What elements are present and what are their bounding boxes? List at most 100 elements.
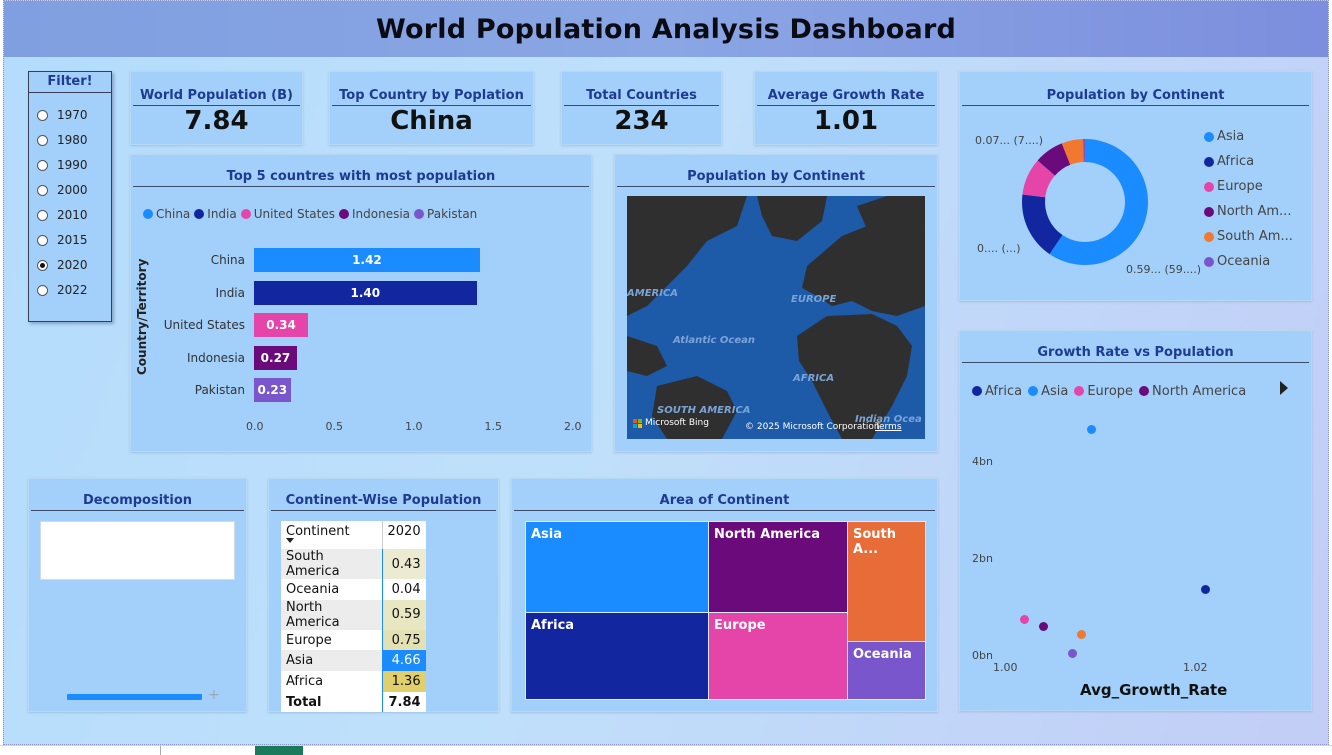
filter-option-2015[interactable]: 2015 — [37, 233, 88, 247]
donut-chart-card[interactable]: Population by Continent 0.07... (7....) … — [959, 71, 1312, 301]
donut-callout-bottom: 0.59... (59....) — [1126, 263, 1202, 276]
scatter-point-europe[interactable] — [1020, 614, 1029, 624]
radio-button[interactable] — [37, 184, 48, 196]
filter-option-2022[interactable]: 2022 — [37, 283, 88, 297]
legend-item[interactable]: Indonesia — [339, 207, 410, 221]
filter-option-1970[interactable]: 1970 — [37, 108, 88, 122]
bar[interactable]: 0.27 — [254, 345, 297, 370]
top5-bar-chart-card[interactable]: Top 5 countres with most population Chin… — [130, 154, 592, 452]
legend-item[interactable]: Oceania — [1204, 254, 1293, 269]
horizontal-scrollbar[interactable] — [67, 694, 202, 700]
table-row[interactable]: Africa 1.36 — [281, 671, 426, 692]
treemap-cell-north-america[interactable]: North America — [708, 521, 848, 613]
legend-item[interactable]: South Am... — [1204, 229, 1293, 244]
radio-button[interactable] — [37, 259, 48, 271]
table-row[interactable]: South America 0.43 — [281, 549, 426, 579]
legend-item[interactable]: Africa — [1204, 154, 1293, 169]
treemap-cell-asia[interactable]: Asia — [525, 521, 709, 613]
treemap-cell-europe[interactable]: Europe — [708, 612, 848, 700]
legend-label: South Am... — [1217, 229, 1293, 244]
legend-item[interactable]: India — [194, 207, 237, 221]
map-terms-link[interactable]: Terms — [875, 422, 902, 432]
legend-next-arrow-icon[interactable] — [1280, 381, 1288, 395]
table-row[interactable]: Oceania 0.04 — [281, 579, 426, 600]
kpi-value: 234 — [614, 106, 669, 136]
map-attribution: © 2025 Microsoft Corporation — [745, 422, 880, 432]
donut-slice-oceania[interactable] — [1082, 139, 1085, 163]
radio-button[interactable] — [37, 234, 48, 246]
donut-slice-asia[interactable] — [1049, 139, 1148, 265]
legend-item[interactable]: North America — [1139, 384, 1246, 399]
column-header-continent[interactable]: Continent — [281, 521, 383, 549]
legend-item[interactable]: Europe — [1204, 179, 1293, 194]
scatter-point-asia[interactable] — [1086, 424, 1096, 434]
scatter-chart-card[interactable]: Growth Rate vs Population Africa Asia Euro… — [959, 330, 1312, 711]
legend-label: North America — [1152, 383, 1247, 399]
filter-option-1980[interactable]: 1980 — [37, 133, 88, 147]
table-row[interactable]: Europe 0.75 — [281, 629, 426, 651]
filter-option-2010[interactable]: 2010 — [37, 208, 88, 222]
world-map[interactable]: AMERICA EUROPE Atlantic Ocean AFRICA SOU… — [627, 196, 925, 439]
filter-option-2020[interactable]: 2020 — [37, 258, 88, 272]
donut-slice-south-america[interactable] — [1061, 139, 1084, 165]
kpi-card-top-country[interactable]: Top Country by Poplation China — [329, 71, 534, 145]
bar[interactable]: 1.40 — [254, 280, 477, 305]
report-canvas: World Population Analysis Dashboard Filt… — [3, 0, 1329, 745]
radio-button[interactable] — [37, 109, 48, 121]
table-row[interactable]: Asia 4.66 — [281, 650, 426, 672]
value-cell: 0.59 — [382, 599, 426, 630]
legend-item[interactable]: Asia — [1204, 129, 1293, 144]
legend-dot-icon — [414, 209, 425, 219]
total-row: Total 7.84 — [281, 691, 426, 713]
scatter-point-south-america[interactable] — [1077, 630, 1086, 640]
legend-item[interactable]: Europe — [1074, 384, 1133, 399]
kpi-card-average-growth-rate[interactable]: Average Growth Rate 1.01 — [754, 71, 938, 145]
column-header-year[interactable]: 2020 — [387, 524, 421, 539]
kpi-card-total-countries[interactable]: Total Countries 234 — [561, 71, 722, 145]
radio-button[interactable] — [37, 159, 48, 171]
continent-cell: North America — [281, 599, 383, 630]
legend-item[interactable]: Pakistan — [414, 207, 477, 221]
scatter-point-north-america[interactable] — [1039, 622, 1048, 632]
decomposition-canvas[interactable] — [40, 521, 235, 580]
treemap-cell-oceania[interactable]: Oceania — [847, 641, 926, 700]
filter-option-2000[interactable]: 2000 — [37, 183, 88, 197]
radio-button[interactable] — [37, 134, 48, 146]
map-label-europe: EUROPE — [791, 294, 837, 305]
map-card[interactable]: Population by Continent — [614, 154, 938, 452]
continent-table-card[interactable]: Continent-Wise Population Continent 2020… — [268, 478, 499, 713]
treemap-card[interactable]: Area of Continent Asia North America Sou… — [511, 478, 938, 712]
chart-title: Area of Continent — [514, 493, 935, 511]
decomposition-tree-card[interactable]: Decomposition + — [28, 478, 247, 712]
legend-label: Asia — [1041, 383, 1069, 399]
add-level-icon[interactable]: + — [208, 687, 220, 703]
kpi-card-world-population[interactable]: World Population (B) 7.84 — [130, 71, 303, 145]
legend-item[interactable]: Africa — [972, 384, 1022, 399]
bar[interactable]: 0.34 — [254, 313, 309, 337]
legend-item[interactable]: North Am... — [1204, 204, 1293, 219]
value-cell: 0.75 — [382, 629, 426, 651]
treemap-cell-south-america[interactable]: South A... — [847, 521, 926, 642]
bar[interactable]: 0.23 — [254, 378, 291, 402]
table-row[interactable]: North America 0.59 — [281, 599, 426, 630]
treemap-cell-africa[interactable]: Africa — [525, 612, 709, 700]
legend-item[interactable]: United States — [240, 207, 335, 221]
legend-label: Africa — [985, 383, 1023, 399]
radio-button[interactable] — [37, 284, 48, 296]
donut-slice-europe[interactable] — [1022, 160, 1055, 198]
scatter-point-africa[interactable] — [1200, 585, 1210, 595]
legend-item[interactable]: China — [143, 207, 190, 221]
active-page-tab[interactable] — [255, 746, 303, 755]
map-label-atlantic: Atlantic Ocean — [673, 335, 755, 346]
radio-button[interactable] — [37, 209, 48, 221]
legend-label: China — [156, 207, 191, 221]
donut-slice-north-america[interactable] — [1037, 143, 1071, 176]
filter-option-label: 1980 — [57, 133, 88, 147]
legend-item[interactable]: Asia — [1028, 384, 1068, 399]
y-axis-label: Country/Territory — [135, 258, 149, 375]
legend-dot-icon — [1204, 181, 1214, 192]
bar[interactable]: 1.42 — [254, 248, 480, 272]
donut-slice-africa[interactable] — [1022, 194, 1063, 255]
filter-option-1990[interactable]: 1990 — [37, 158, 88, 172]
scatter-point-oceania[interactable] — [1067, 649, 1077, 659]
